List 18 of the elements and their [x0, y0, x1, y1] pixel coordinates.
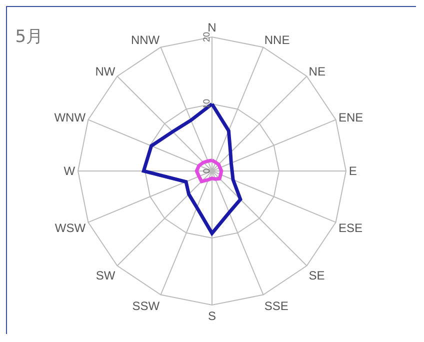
y-tick-label: 0	[202, 168, 212, 174]
spoke-label: WNW	[54, 110, 86, 125]
spoke-label: ESE	[338, 220, 362, 235]
spoke-label: SW	[96, 268, 116, 282]
spoke-label: W	[64, 164, 76, 178]
spoke-label: NE	[308, 64, 326, 78]
spoke-label: S	[208, 308, 216, 323]
spoke-label: NW	[95, 64, 116, 78]
spoke-label: NNW	[130, 32, 160, 47]
spoke-label: WSW	[54, 220, 86, 235]
spoke-label: ENE	[338, 110, 364, 125]
spoke-label: SE	[308, 268, 325, 282]
y-tick-label: 10	[202, 98, 212, 110]
spoke-label: SSE	[264, 299, 288, 314]
spoke-label: E	[348, 164, 357, 178]
spoke-label: SSW	[132, 299, 160, 314]
chart-title: 5月	[15, 26, 44, 47]
spoke-label: NNE	[264, 32, 290, 47]
